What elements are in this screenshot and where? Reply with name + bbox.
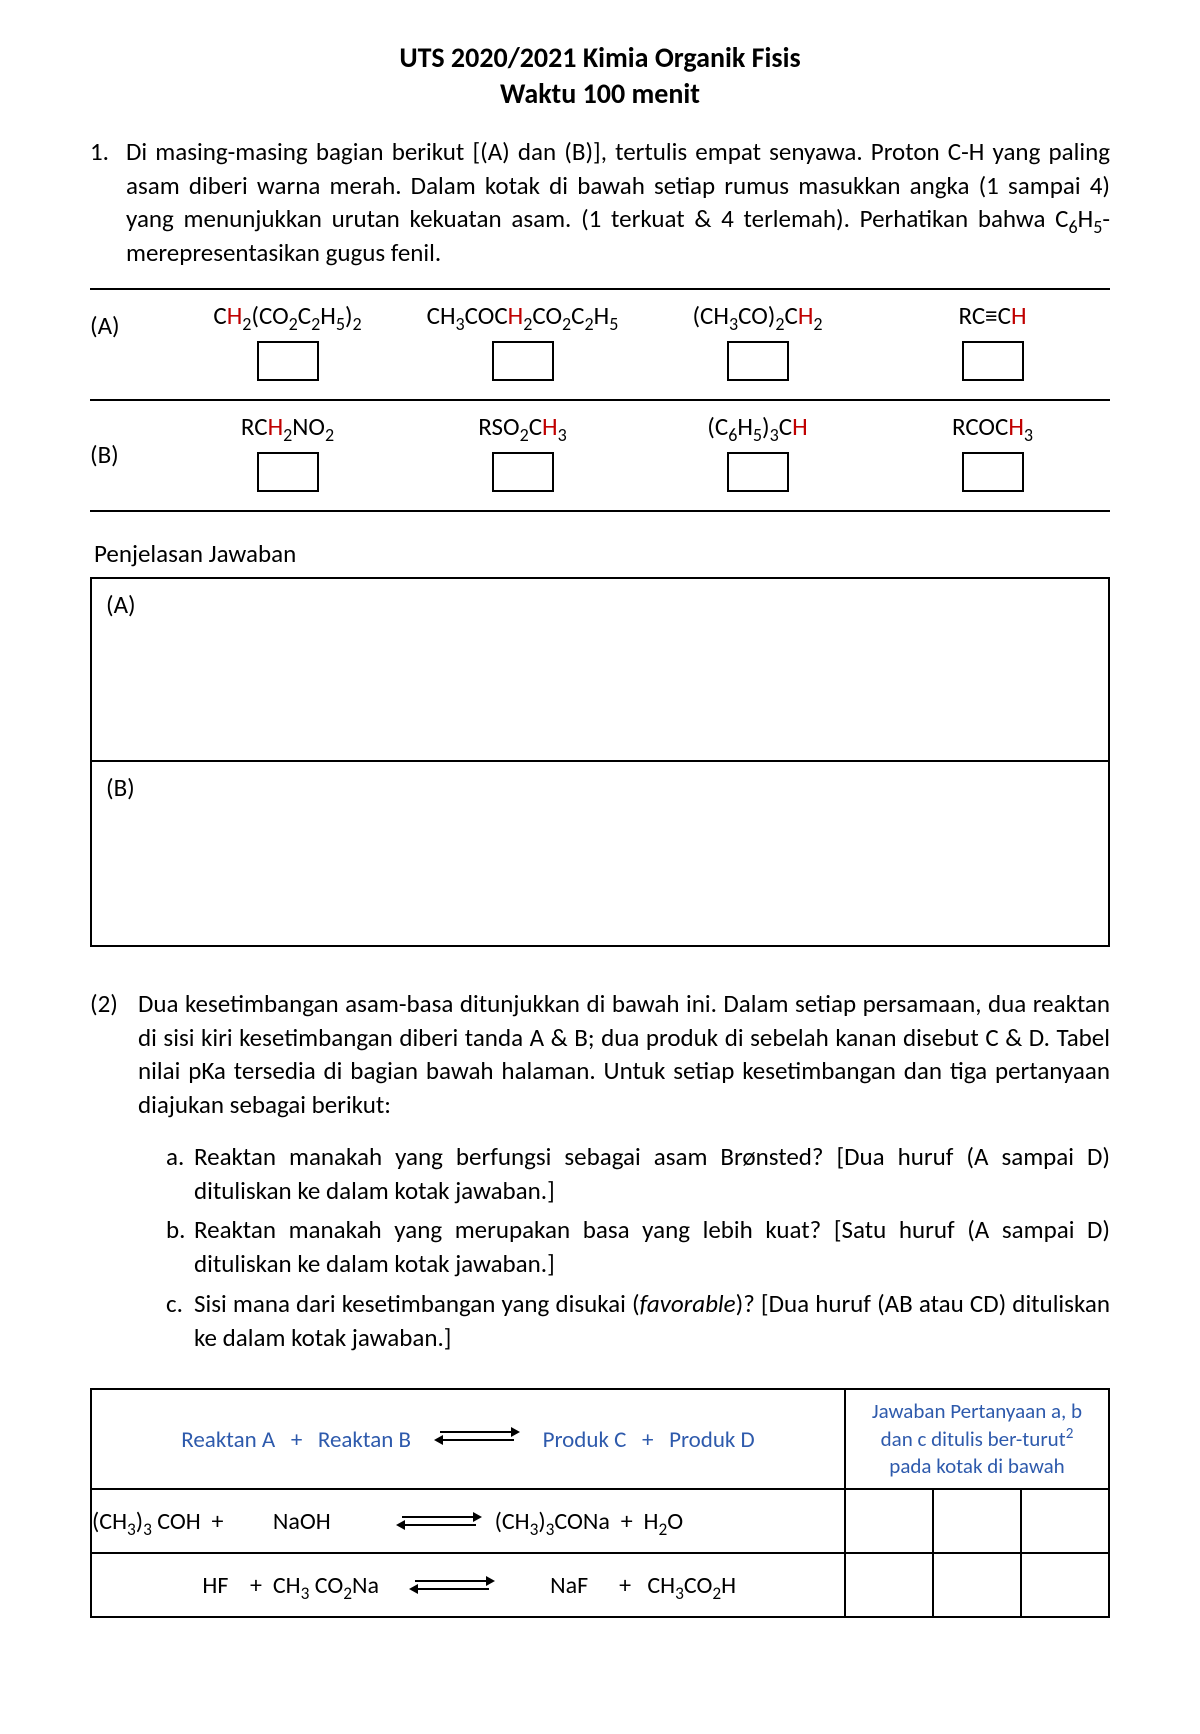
- eq-r2-ans-b[interactable]: [933, 1553, 1021, 1617]
- q2-number: (2): [90, 987, 138, 1343]
- q1-A-formula-4: RC≡CH: [958, 300, 1026, 331]
- q1-rowA: (A) CH2(CO2C2H5)2 CH3COCH2CO2C2H5 (CH3CO…: [90, 288, 1110, 399]
- q1-B-cell-2: RSO2CH3: [410, 411, 636, 492]
- page: UTS 2020/2021 Kimia Organik Fisis Waktu …: [0, 0, 1200, 1734]
- hdr-r-l1: Jawaban Pertanyaan a, b: [872, 1398, 1082, 1424]
- equilibrium-arrow-icon: [394, 1510, 484, 1532]
- hdr-reaktanB: Reaktan B: [318, 1426, 411, 1454]
- title-line-1: UTS 2020/2021 Kimia Organik Fisis: [90, 40, 1110, 76]
- eq-row1-eq: (CH3)3 COH + NaOH (CH3)3CONa + H2O: [91, 1489, 845, 1553]
- q1-A-cell-3: (CH3CO)2CH2: [645, 300, 871, 381]
- eq-row-1: (CH3)3 COH + NaOH (CH3)3CONa + H2O: [91, 1489, 1109, 1553]
- q1-A-cell-2: CH3COCH2CO2C2H5: [410, 300, 636, 381]
- q1-B-box-4[interactable]: [962, 452, 1024, 492]
- q1-A-box-2[interactable]: [492, 341, 554, 381]
- hdr-produkD: Produk D: [669, 1426, 755, 1454]
- eq-table: Reaktan A + Reaktan B Produk C + Produk …: [90, 1388, 1110, 1618]
- q1-B-formula-2: RSO2CH3: [478, 411, 566, 442]
- q1-number: 1.: [90, 135, 126, 270]
- hdr-plus1: +: [291, 1426, 302, 1454]
- eq-row-2: HF + CH3 CO2Na NaF+ CH3CO2H: [91, 1553, 1109, 1617]
- q1-B-cell-4: RCOCH3: [880, 411, 1106, 492]
- hdr-r-l3: pada kotak di bawah: [889, 1453, 1064, 1479]
- title-block: UTS 2020/2021 Kimia Organik Fisis Waktu …: [90, 40, 1110, 113]
- eq-header-left: Reaktan A + Reaktan B Produk C + Produk …: [91, 1389, 845, 1489]
- explain-box-A[interactable]: (A): [90, 577, 1110, 762]
- eq-header-row: Reaktan A + Reaktan B Produk C + Produk …: [91, 1389, 1109, 1489]
- eq-r1-ans-b[interactable]: [933, 1489, 1021, 1553]
- q1-A-formula-2: CH3COCH2CO2C2H5: [427, 300, 619, 331]
- q1-rowB-label: (B): [90, 411, 170, 470]
- penjelasan-label: Penjelasan Jawaban: [90, 538, 1110, 569]
- eq-r2-ans-c[interactable]: [1021, 1553, 1109, 1617]
- q2-list: a. Reaktan manakah yang berfungsi sebaga…: [138, 1140, 1110, 1355]
- eq-r1-ans-c[interactable]: [1021, 1489, 1109, 1553]
- q2-a-letter: a.: [166, 1140, 194, 1208]
- q1-A-formula-3: (CH3CO)2CH2: [692, 300, 822, 331]
- q1-B-formula-1: RCH2NO2: [241, 411, 334, 442]
- eq-header-right: Jawaban Pertanyaan a, b dan c ditulis be…: [845, 1389, 1109, 1489]
- eq-r2-right: NaF+ CH3CO2H: [519, 1571, 736, 1600]
- q1-A-cell-1: CH2(CO2C2H5)2: [175, 300, 401, 381]
- q2-c-pre: Sisi mana dari kesetimbangan yang disuka…: [194, 1288, 640, 1319]
- q1-B-cell-3: (C6H5)3CH: [645, 411, 871, 492]
- q2-a-text: Reaktan manakah yang berfungsi sebagai a…: [194, 1140, 1110, 1208]
- eq-row2-eq: HF + CH3 CO2Na NaF+ CH3CO2H: [91, 1553, 845, 1617]
- q2-b-text: Reaktan manakah yang merupakan basa yang…: [194, 1213, 1110, 1281]
- q1-B-box-1[interactable]: [257, 452, 319, 492]
- explain-A-label: (A): [106, 589, 136, 620]
- eq-r2-ans-a[interactable]: [845, 1553, 933, 1617]
- eq-r1-ans-a[interactable]: [845, 1489, 933, 1553]
- equilibrium-arrow-icon: [407, 1574, 497, 1596]
- q1-text: Di masing-masing bagian berikut [(A) dan…: [126, 135, 1110, 270]
- q1-A-box-1[interactable]: [257, 341, 319, 381]
- explain-wrap: (A) (B): [90, 577, 1110, 947]
- q2-c-ital: favorable: [640, 1288, 736, 1319]
- q1-wrap: 1. Di masing-masing bagian berikut [(A) …: [90, 135, 1110, 288]
- q1-mid1: H: [1078, 203, 1094, 234]
- hdr-produkC: Produk C: [543, 1426, 627, 1454]
- q1-sub1: 6: [1069, 216, 1078, 238]
- equilibrium-arrow-icon: [432, 1425, 522, 1447]
- q1-A-box-4[interactable]: [962, 341, 1024, 381]
- hdr-r-sup: 2: [1066, 1425, 1074, 1443]
- eq-r1-right: (CH3)3CONa + H2O: [495, 1507, 684, 1536]
- q1-A-formula-1: CH2(CO2C2H5)2: [213, 300, 361, 331]
- q1-sub2: 5: [1093, 216, 1102, 238]
- q2-c-text: Sisi mana dari kesetimbangan yang disuka…: [194, 1287, 1110, 1355]
- title-line-2: Waktu 100 menit: [90, 76, 1110, 112]
- explain-box-B[interactable]: (B): [90, 762, 1110, 947]
- q1-text-pre: Di masing-masing bagian berikut [(A) dan…: [126, 136, 1110, 235]
- q1-B-box-2[interactable]: [492, 452, 554, 492]
- eq-r2-left: HF + CH3 CO2Na: [92, 1571, 402, 1600]
- q1-B-formula-4: RCOCH3: [952, 411, 1033, 442]
- q1-B-formula-3: (C6H5)3CH: [707, 411, 807, 442]
- q2-item-a: a. Reaktan manakah yang berfungsi sebaga…: [166, 1140, 1110, 1208]
- q2-item-b: b. Reaktan manakah yang merupakan basa y…: [166, 1213, 1110, 1281]
- q1-B-box-3[interactable]: [727, 452, 789, 492]
- q2-c-letter: c.: [166, 1287, 194, 1355]
- q1-A-box-3[interactable]: [727, 341, 789, 381]
- q2-intro: Dua kesetimbangan asam-basa ditunjukkan …: [138, 987, 1110, 1122]
- explain-B-label: (B): [106, 772, 135, 803]
- q1-B-cell-1: RCH2NO2: [175, 411, 401, 492]
- hdr-reaktanA: Reaktan A: [181, 1426, 275, 1454]
- q1-rowA-cells: CH2(CO2C2H5)2 CH3COCH2CO2C2H5 (CH3CO)2CH…: [170, 300, 1110, 381]
- q2-wrap: (2) Dua kesetimbangan asam-basa ditunjuk…: [90, 987, 1110, 1361]
- eq-r1-left: (CH3)3 COH + NaOH: [92, 1507, 372, 1536]
- q2-b-letter: b.: [166, 1213, 194, 1281]
- q2-item-c: c. Sisi mana dari kesetimbangan yang dis…: [166, 1287, 1110, 1355]
- q1-A-cell-4: RC≡CH: [880, 300, 1106, 381]
- hdr-r-l2: dan c ditulis ber-turut: [881, 1426, 1066, 1452]
- q1-rowB-cells: RCH2NO2 RSO2CH3 (C6H5)3CH RCOCH3: [170, 411, 1110, 492]
- hdr-plus2: +: [642, 1426, 653, 1454]
- q1-rowB: (B) RCH2NO2 RSO2CH3 (C6H5)3CH RCOCH3: [90, 399, 1110, 512]
- q1-rowA-label: (A): [90, 300, 170, 341]
